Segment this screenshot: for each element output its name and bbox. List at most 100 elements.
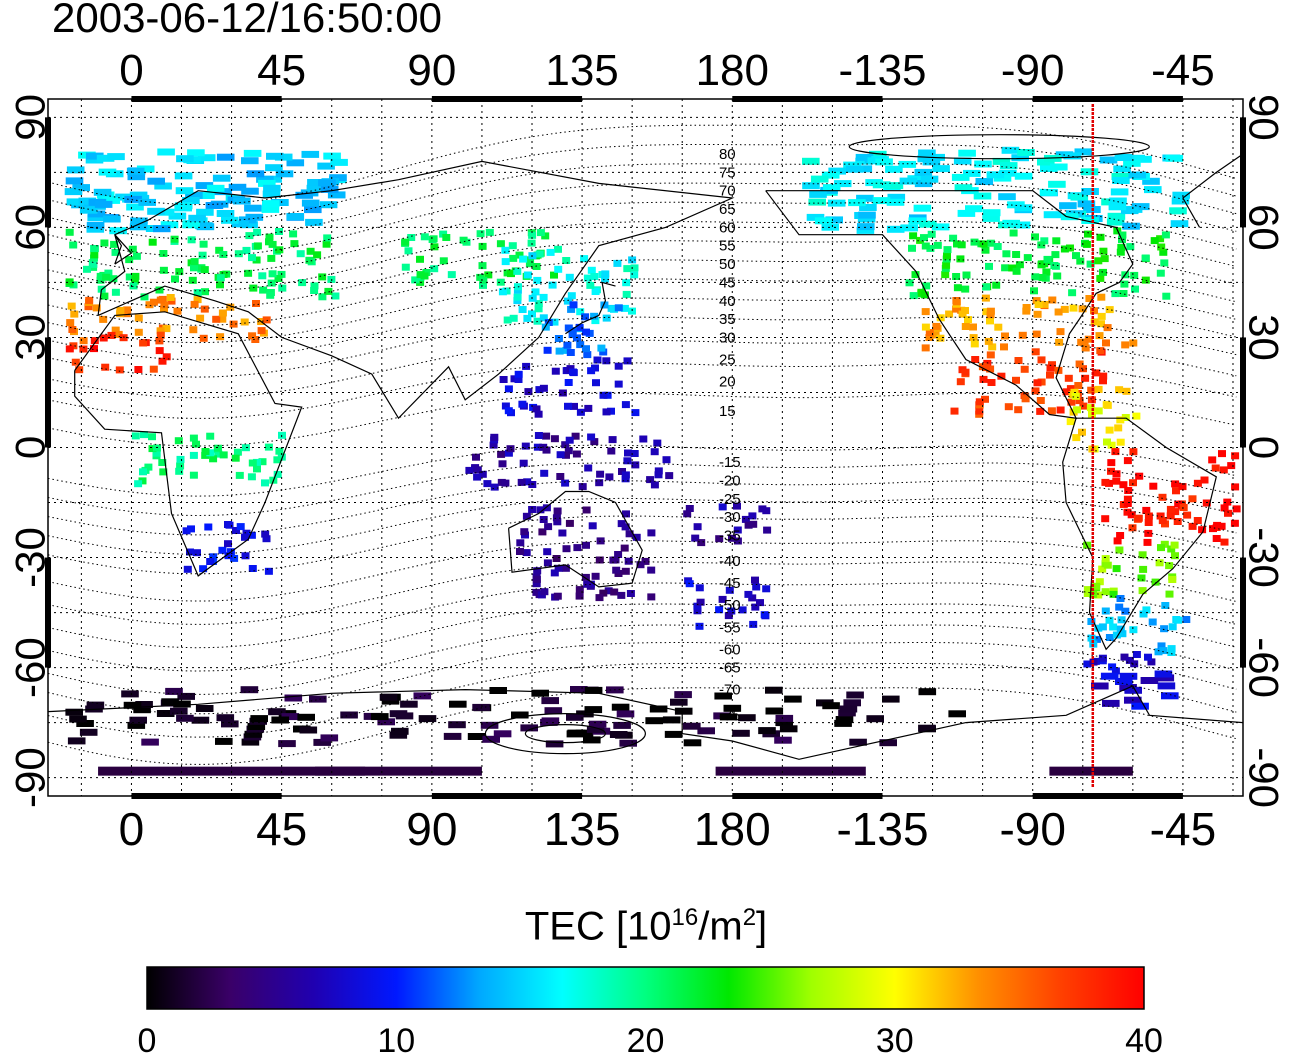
contour-label: -50	[719, 597, 741, 614]
y-tick-label-left: 60	[7, 204, 54, 251]
tec-marker	[71, 358, 80, 366]
tec-marker	[528, 506, 537, 513]
tec-marker	[331, 292, 340, 300]
tec-marker	[1160, 259, 1169, 267]
tec-marker	[1223, 498, 1232, 506]
tec-marker	[1072, 434, 1081, 442]
tec-marker	[602, 357, 611, 365]
tec-marker	[65, 228, 74, 236]
tec-marker	[1092, 582, 1101, 590]
tec-marker	[87, 210, 106, 218]
tec-marker	[1031, 273, 1040, 281]
tec-marker	[922, 282, 931, 290]
tec-marker	[601, 270, 610, 278]
tec-marker	[1129, 448, 1138, 456]
tec-marker	[1022, 307, 1031, 315]
y-tick-label-right: 60	[1240, 204, 1287, 251]
tec-marker	[1077, 338, 1086, 346]
tec-marker	[430, 265, 439, 273]
tec-marker	[1076, 257, 1085, 265]
tec-marker	[909, 232, 918, 240]
tec-marker	[1147, 658, 1156, 666]
tec-marker	[613, 259, 622, 267]
tec-marker	[243, 149, 262, 157]
tec-marker	[1055, 338, 1064, 346]
tec-marker	[696, 598, 705, 606]
tec-marker	[981, 246, 990, 254]
frame-bar-bottom	[732, 793, 883, 799]
tec-marker	[1112, 631, 1121, 639]
tec-marker	[952, 305, 961, 313]
tec-marker	[381, 697, 400, 705]
tec-marker	[616, 710, 635, 718]
tec-marker	[1135, 472, 1144, 480]
tec-marker	[443, 732, 462, 740]
tec-marker	[478, 470, 487, 478]
tec-marker	[645, 717, 663, 725]
tec-marker	[70, 310, 79, 318]
axis-labels: 0 45 90 135 180 -135 -90 -450 45 90 135 180 -135 -90-…	[7, 46, 1288, 855]
continent-outline	[765, 190, 1134, 419]
tec-marker	[925, 329, 934, 337]
tec-marker	[1098, 654, 1107, 662]
tec-marker	[1000, 343, 1008, 351]
tec-marker	[1112, 177, 1130, 184]
tec-marker	[524, 388, 533, 396]
tec-marker	[554, 245, 562, 253]
tec-marker	[216, 714, 235, 722]
tec-marker	[329, 174, 347, 182]
colorbar-tick-label: 40	[1125, 1022, 1163, 1057]
tec-marker	[1156, 674, 1175, 682]
contour-label: -35	[719, 528, 741, 545]
tec-marker	[129, 282, 138, 290]
tec-marker	[104, 269, 113, 277]
tec-marker	[472, 453, 480, 461]
tec-marker	[1170, 541, 1179, 549]
y-tick-label-right: 0	[1240, 436, 1287, 459]
tec-marker	[262, 535, 271, 543]
tec-marker	[158, 357, 167, 365]
tec-marker	[1134, 155, 1152, 163]
tec-marker	[284, 694, 303, 702]
tec-marker	[152, 449, 161, 457]
tec-marker	[68, 326, 77, 333]
tec-marker	[100, 239, 109, 247]
tec-marker	[261, 205, 280, 213]
tec-marker	[1114, 154, 1133, 161]
tec-marker	[265, 164, 283, 172]
tec-marker	[1002, 219, 1020, 227]
tec-marker	[1132, 651, 1141, 658]
tec-marker	[611, 703, 630, 711]
x-tick-label-top: 45	[257, 46, 306, 95]
tec-marker	[189, 326, 198, 334]
tec-marker	[949, 234, 958, 242]
tec-marker	[1078, 428, 1086, 436]
contour-label: 75	[719, 164, 736, 181]
tec-marker	[1218, 450, 1226, 458]
tec-marker	[109, 275, 118, 283]
tec-marker	[96, 276, 105, 284]
tec-marker	[195, 705, 214, 712]
tec-marker	[588, 522, 597, 530]
tec-marker	[1094, 591, 1103, 599]
x-tick-label-bottom: 135	[544, 803, 621, 855]
tec-marker	[1200, 476, 1209, 484]
x-tick-label-bottom: -45	[1150, 803, 1216, 855]
tec-marker	[1081, 188, 1099, 195]
tec-marker	[609, 731, 628, 738]
tec-marker	[476, 230, 485, 238]
tec-marker	[1123, 159, 1141, 167]
tec-marker	[449, 700, 467, 708]
tec-marker	[1109, 623, 1118, 631]
tec-marker	[1219, 466, 1228, 474]
tec-marker	[264, 443, 273, 451]
tec-marker	[602, 314, 611, 322]
tec-marker	[1047, 407, 1056, 415]
tec-marker	[188, 276, 197, 284]
tec-marker	[519, 255, 528, 263]
tec-marker	[548, 281, 557, 289]
continent-outline	[1182, 153, 1243, 228]
tec-marker	[992, 157, 1011, 165]
tec-marker	[299, 726, 318, 734]
tec-marker	[404, 247, 413, 255]
